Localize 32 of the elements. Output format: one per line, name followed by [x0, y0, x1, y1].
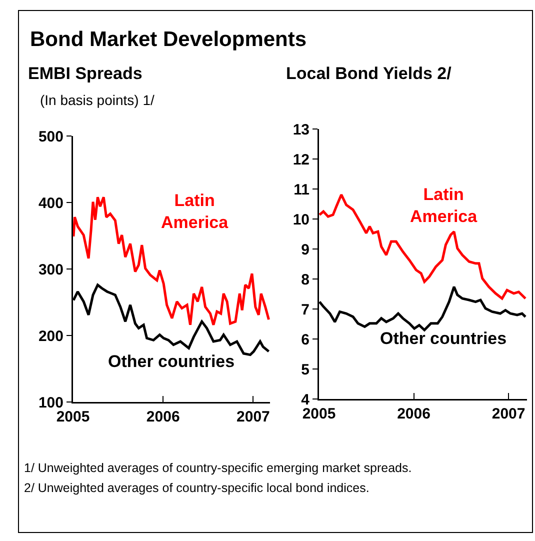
y-tick-label: 100 [38, 394, 64, 412]
chart-title: Bond Market Developments [30, 28, 307, 52]
text: 1/ Unweighted averages of country-specific emerging market spreads. [24, 460, 412, 477]
series-label: Other countries [108, 352, 235, 371]
y-tick-label: 9 [301, 241, 310, 258]
x-tick-label: 2005 [302, 406, 336, 422]
y-tick-label: 300 [38, 261, 64, 278]
y-tick-label: 13 [292, 121, 310, 138]
y-tick-label: 5 [301, 361, 310, 378]
x-tick-label: 2007 [236, 408, 270, 426]
text: 2/ Unweighted averages of country-specific local bond indices. [24, 480, 370, 497]
y-tick-label: 12 [292, 151, 310, 168]
x-tick-label: 2006 [397, 406, 430, 422]
y-tick-label: 500 [38, 128, 64, 146]
series-label: Other countries [380, 329, 507, 348]
series-label: Latin America [161, 191, 229, 232]
y-tick-label: 200 [38, 328, 64, 345]
x-tick-label: 2006 [146, 408, 180, 426]
y-tick-label: 400 [38, 194, 64, 212]
y-tick-label: 8 [301, 271, 310, 288]
y-tick-label: 11 [294, 181, 310, 198]
y-tick-label: 7 [301, 301, 310, 318]
y-axis-title: (In basis points) 1/ [40, 92, 154, 108]
x-tick-label: 2007 [492, 406, 526, 422]
chart-title: Local Bond Yields 2/ [286, 64, 452, 83]
y-tick-label: 6 [301, 331, 310, 348]
line-series [73, 196, 270, 326]
x-tick-label: 2005 [56, 408, 90, 426]
series-label: Latin America [410, 185, 478, 226]
y-tick-label: 10 [292, 211, 310, 228]
y-tick-label: 4 [301, 391, 310, 408]
chart-subtitle: EMBI Spreads [28, 64, 142, 83]
